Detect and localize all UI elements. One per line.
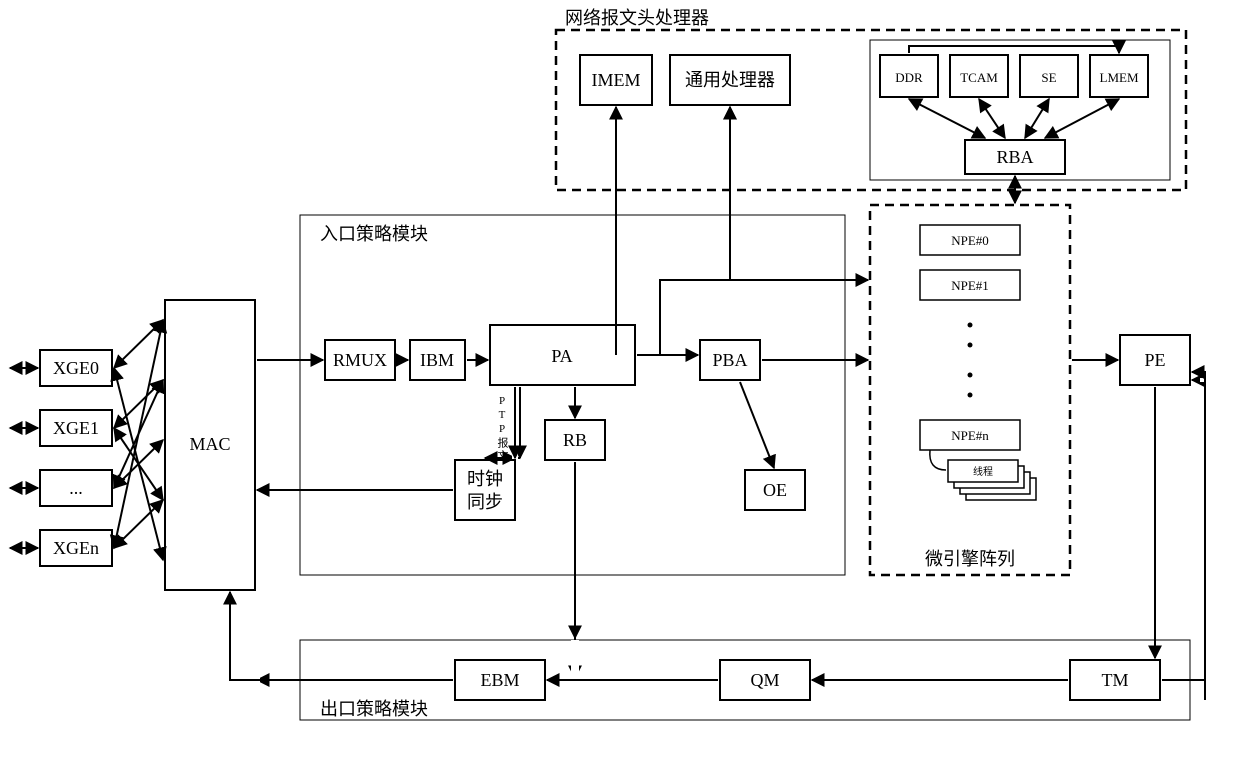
svg-text:RB: RB — [563, 430, 587, 450]
xge-port-n: XGEn — [40, 530, 112, 566]
svg-text:MAC: MAC — [189, 434, 230, 454]
svg-text:IMEM: IMEM — [592, 70, 641, 90]
xge-port-0: XGE0 — [40, 350, 112, 386]
svg-text:XGE0: XGE0 — [53, 358, 99, 378]
svg-text:线程: 线程 — [973, 465, 993, 478]
svg-text:出口策略模块: 出口策略模块 — [320, 699, 428, 719]
svg-text:NPE#0: NPE#0 — [951, 233, 989, 248]
svg-text:OE: OE — [763, 480, 787, 500]
svg-text:PBA: PBA — [712, 350, 747, 370]
svg-text:LMEM: LMEM — [1100, 70, 1139, 85]
svg-text:NPE#1: NPE#1 — [951, 278, 989, 293]
svg-text:...: ... — [69, 478, 83, 498]
svg-text:通用处理器: 通用处理器 — [685, 70, 775, 90]
header-processor-group: 网络报文头处理器 IMEM 通用处理器 DDR TCAM SE LMEM RBA — [556, 8, 1186, 190]
xge-port-1: XGE1 — [40, 410, 112, 446]
svg-text:EBM: EBM — [480, 670, 519, 690]
svg-text:网络报文头处理器: 网络报文头处理器 — [565, 8, 709, 28]
thread-stack-icon: 线程 — [948, 460, 1036, 500]
ingress-group: 入口策略模块 RMUX IBM PA RB PBA OE 时钟 同步 — [300, 215, 845, 575]
svg-text:IBM: IBM — [420, 350, 454, 370]
svg-text:微引擎阵列: 微引擎阵列 — [925, 549, 1015, 569]
svg-text:PA: PA — [551, 346, 572, 366]
svg-text:XGE1: XGE1 — [53, 418, 99, 438]
svg-text:NPE#n: NPE#n — [951, 428, 989, 443]
svg-text:TCAM: TCAM — [960, 70, 998, 85]
micro-engine-array: 微引擎阵列 NPE#0 NPE#1 NPE#n 线程 — [870, 205, 1070, 575]
ptp-label: PTP报文 — [496, 395, 509, 463]
diagram-canvas: XGE0 XGE1 ... XGEn MAC 入口策略模块 RMUX IBM P… — [0, 0, 1240, 759]
svg-text:XGEn: XGEn — [53, 538, 99, 558]
svg-text:RMUX: RMUX — [333, 350, 387, 370]
svg-text:DDR: DDR — [895, 70, 923, 85]
svg-text:入口策略模块: 入口策略模块 — [320, 224, 428, 244]
svg-text:RBA: RBA — [996, 147, 1033, 167]
svg-text:同步: 同步 — [467, 492, 503, 512]
svg-text:TM: TM — [1102, 670, 1129, 690]
svg-text:PE: PE — [1144, 350, 1165, 370]
mac-block: MAC — [165, 300, 255, 590]
svg-text:SE: SE — [1041, 70, 1056, 85]
svg-text:QM: QM — [750, 670, 779, 690]
xge-port-ellipsis: ... — [40, 470, 112, 506]
svg-text:时钟: 时钟 — [467, 469, 503, 489]
pe-block: PE — [1120, 335, 1190, 385]
